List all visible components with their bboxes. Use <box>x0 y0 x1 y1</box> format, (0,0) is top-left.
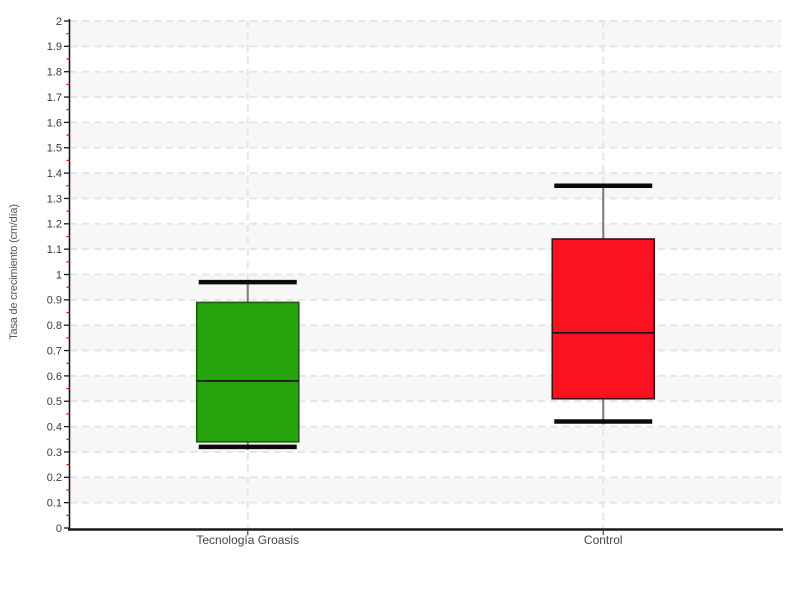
box <box>195 301 300 443</box>
shaded-band <box>70 477 781 503</box>
y-tick-label: 0.6 <box>47 371 62 383</box>
y-tick-label: 0.8 <box>47 320 62 332</box>
y-tick-label: 1.6 <box>47 117 62 129</box>
y-tick-label: 1.8 <box>47 67 62 79</box>
shaded-band <box>70 173 781 199</box>
y-axis-title: Tasa de crecimiento (cm/día) <box>8 204 20 340</box>
y-tick-label: 1.2 <box>47 219 62 231</box>
y-tick-label: 0.9 <box>47 295 62 307</box>
y-tick-label: 1 <box>56 269 62 281</box>
y-tick-label: 1.3 <box>47 193 62 205</box>
y-tick-label: 2 <box>56 16 62 28</box>
y-tick-label: 0.4 <box>47 421 62 433</box>
y-tick-label: 0.3 <box>47 447 62 459</box>
y-tick-label: 1.1 <box>47 244 62 256</box>
y-tick-label: 0 <box>56 523 62 535</box>
y-tick-label: 0.2 <box>47 472 62 484</box>
y-tick-label: 0.7 <box>47 345 62 357</box>
x-category-label: Tecnología Groasis <box>196 533 299 547</box>
shaded-band <box>70 71 781 98</box>
shaded-band <box>70 21 781 47</box>
y-tick-label: 1.5 <box>47 143 62 155</box>
y-tick-label: 0.5 <box>47 396 62 408</box>
shaded-band <box>70 325 781 351</box>
x-category-label: Control <box>584 533 623 547</box>
shaded-band <box>70 122 781 148</box>
y-tick-label: 1.7 <box>47 92 62 104</box>
y-tick-label: 1.4 <box>47 168 62 180</box>
y-tick-label: 0.1 <box>47 498 62 510</box>
shaded-band <box>70 223 781 250</box>
shaded-band <box>70 426 781 452</box>
y-tick-label: 1.9 <box>47 41 62 53</box>
shaded-band <box>70 375 781 402</box>
shaded-band <box>70 274 781 300</box>
box <box>551 238 656 400</box>
